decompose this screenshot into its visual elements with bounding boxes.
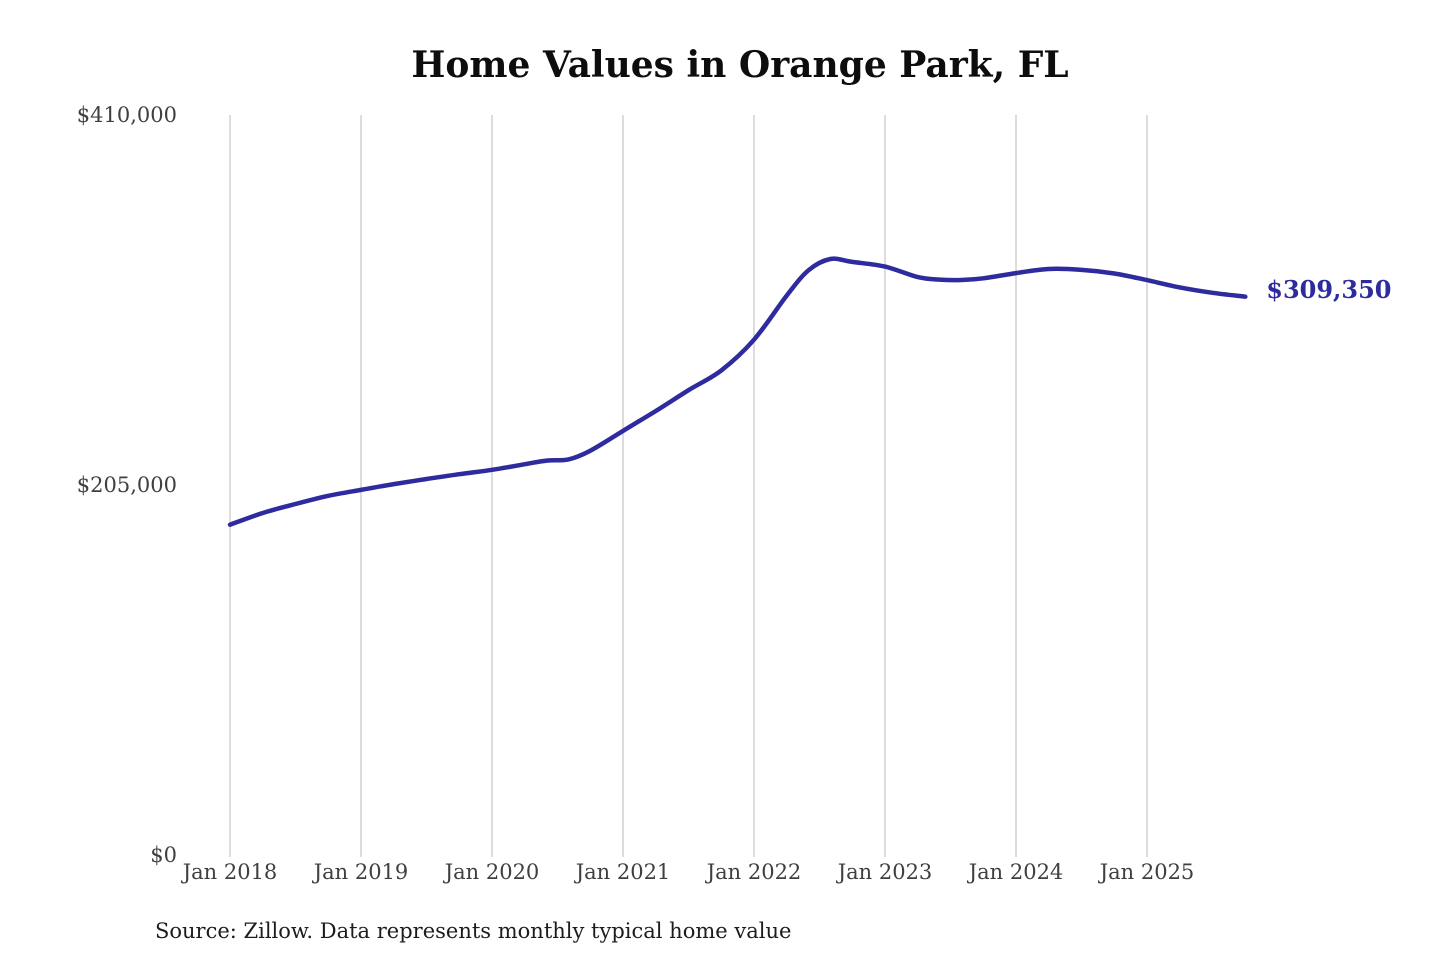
gridlines [229,115,1148,857]
chart-title: Home Values in Orange Park, FL [411,44,1069,86]
x-tick-label: Jan 2025 [1099,860,1195,884]
x-tick-label: Jan 2020 [444,860,540,884]
x-tick-label: Jan 2024 [968,860,1064,884]
latest-value-label: $309,350 [1266,274,1392,304]
y-tick-label: $0 [150,843,177,867]
x-tick-label: Jan 2021 [575,860,671,884]
x-tick-label: Jan 2022 [706,860,802,884]
x-tick-label: Jan 2018 [182,860,278,884]
source-note: Source: Zillow. Data represents monthly … [155,919,792,943]
x-tick-label: Jan 2019 [313,860,409,884]
y-tick-label: $205,000 [76,473,177,497]
home-value-line [227,256,1248,527]
y-tick-label: $410,000 [76,103,177,127]
x-tick-label: Jan 2023 [837,860,933,884]
